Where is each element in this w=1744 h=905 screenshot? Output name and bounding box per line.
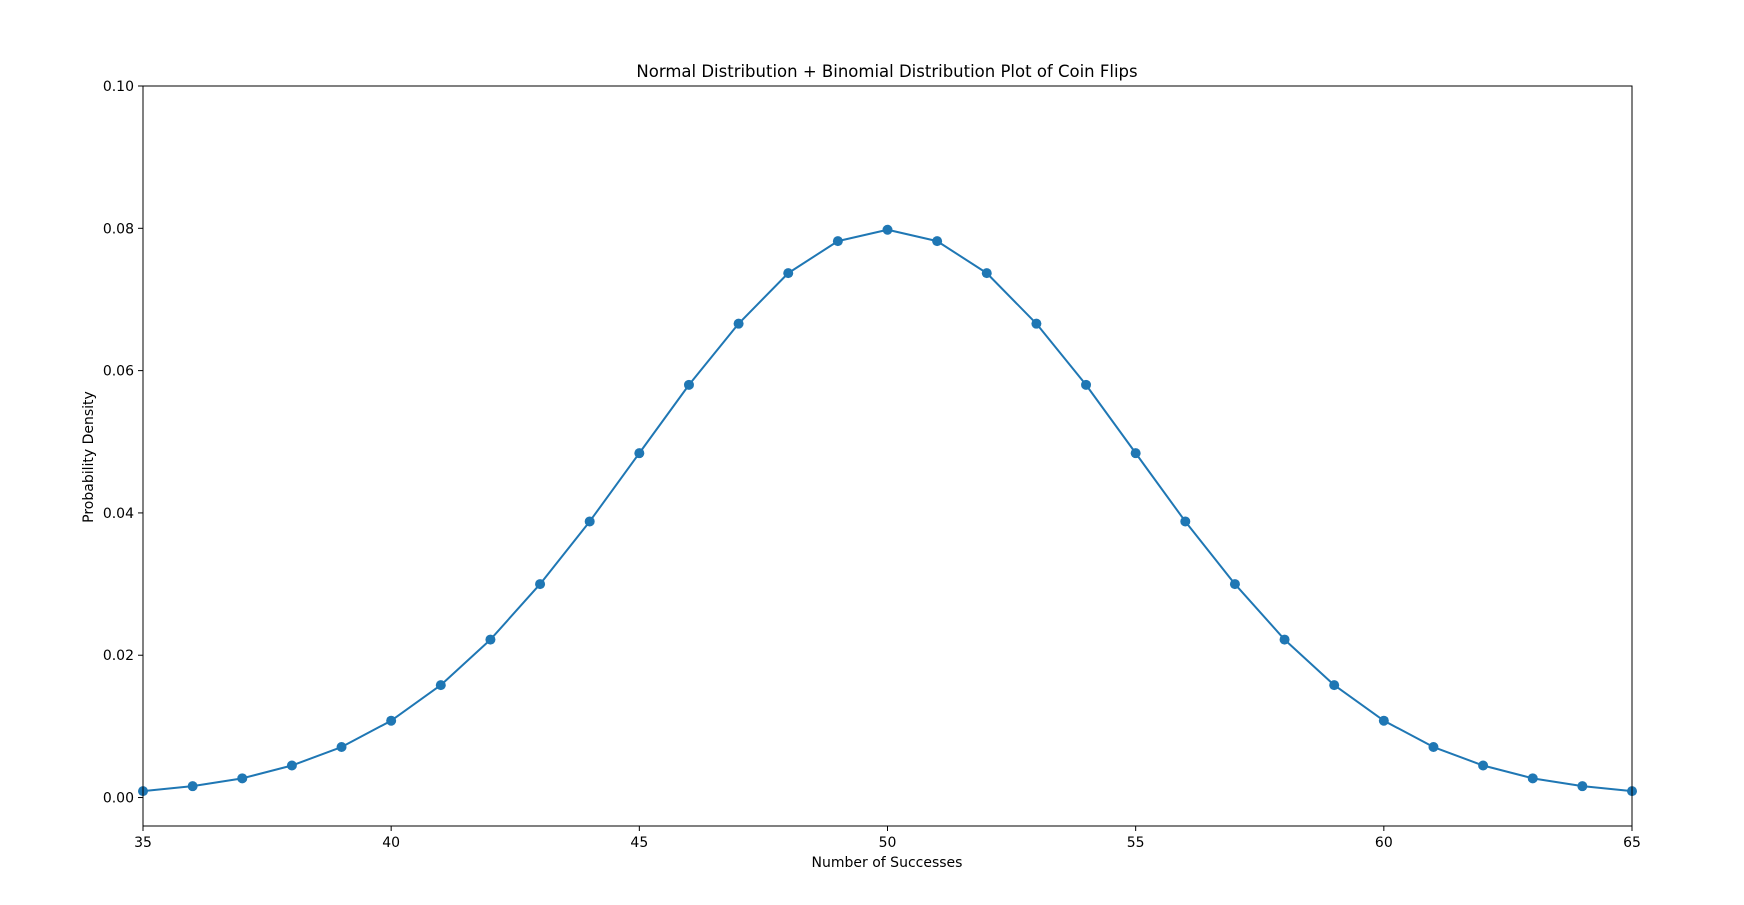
y-axis-ticks: 0.00 0.02 0.04 0.06 0.08 0.10 <box>103 79 143 807</box>
data-point <box>783 268 794 279</box>
data-point <box>932 236 943 247</box>
y-tick-label: 0.10 <box>103 79 134 95</box>
y-tick-label: 0.08 <box>103 221 134 237</box>
x-tick-label: 35 <box>134 835 152 851</box>
data-point <box>485 634 496 645</box>
data-point <box>733 318 744 329</box>
x-tick-label: 60 <box>1375 835 1393 851</box>
data-point <box>1527 773 1538 784</box>
x-axis-ticks: 35 40 45 50 55 60 65 <box>134 826 1641 851</box>
data-point <box>386 715 397 726</box>
data-point <box>1279 634 1290 645</box>
data-point <box>1428 742 1439 753</box>
data-point <box>981 268 992 279</box>
data-point <box>1031 318 1042 329</box>
y-axis-label: Probability Density <box>81 391 97 523</box>
x-tick-label: 45 <box>630 835 648 851</box>
y-tick-label: 0.02 <box>103 648 134 664</box>
plot-area-frame <box>142 85 1633 827</box>
data-point <box>1130 448 1141 459</box>
data-point <box>1081 379 1092 390</box>
data-point <box>1378 715 1389 726</box>
x-tick-label: 65 <box>1623 835 1641 851</box>
data-point <box>1577 781 1588 792</box>
data-point <box>535 579 546 590</box>
y-tick-label: 0.00 <box>103 791 134 807</box>
data-point <box>187 781 198 792</box>
data-point <box>1229 579 1240 590</box>
series-layer <box>138 224 1637 797</box>
data-point <box>336 742 347 753</box>
data-point <box>286 760 297 771</box>
data-point <box>882 224 893 235</box>
x-axis-label: Number of Successes <box>812 855 963 871</box>
data-point <box>634 448 645 459</box>
x-tick-label: 40 <box>382 835 400 851</box>
chart-title: Normal Distribution + Binomial Distribut… <box>636 62 1137 81</box>
data-point <box>237 773 248 784</box>
data-point <box>1180 516 1191 527</box>
x-tick-label: 50 <box>879 835 897 851</box>
data-point <box>584 516 595 527</box>
y-tick-label: 0.06 <box>103 364 134 380</box>
data-point <box>435 680 446 691</box>
data-point <box>683 379 694 390</box>
data-point <box>1329 680 1340 691</box>
y-tick-label: 0.04 <box>103 506 134 522</box>
data-point <box>832 236 843 247</box>
data-point <box>1478 760 1489 771</box>
x-tick-label: 55 <box>1127 835 1145 851</box>
